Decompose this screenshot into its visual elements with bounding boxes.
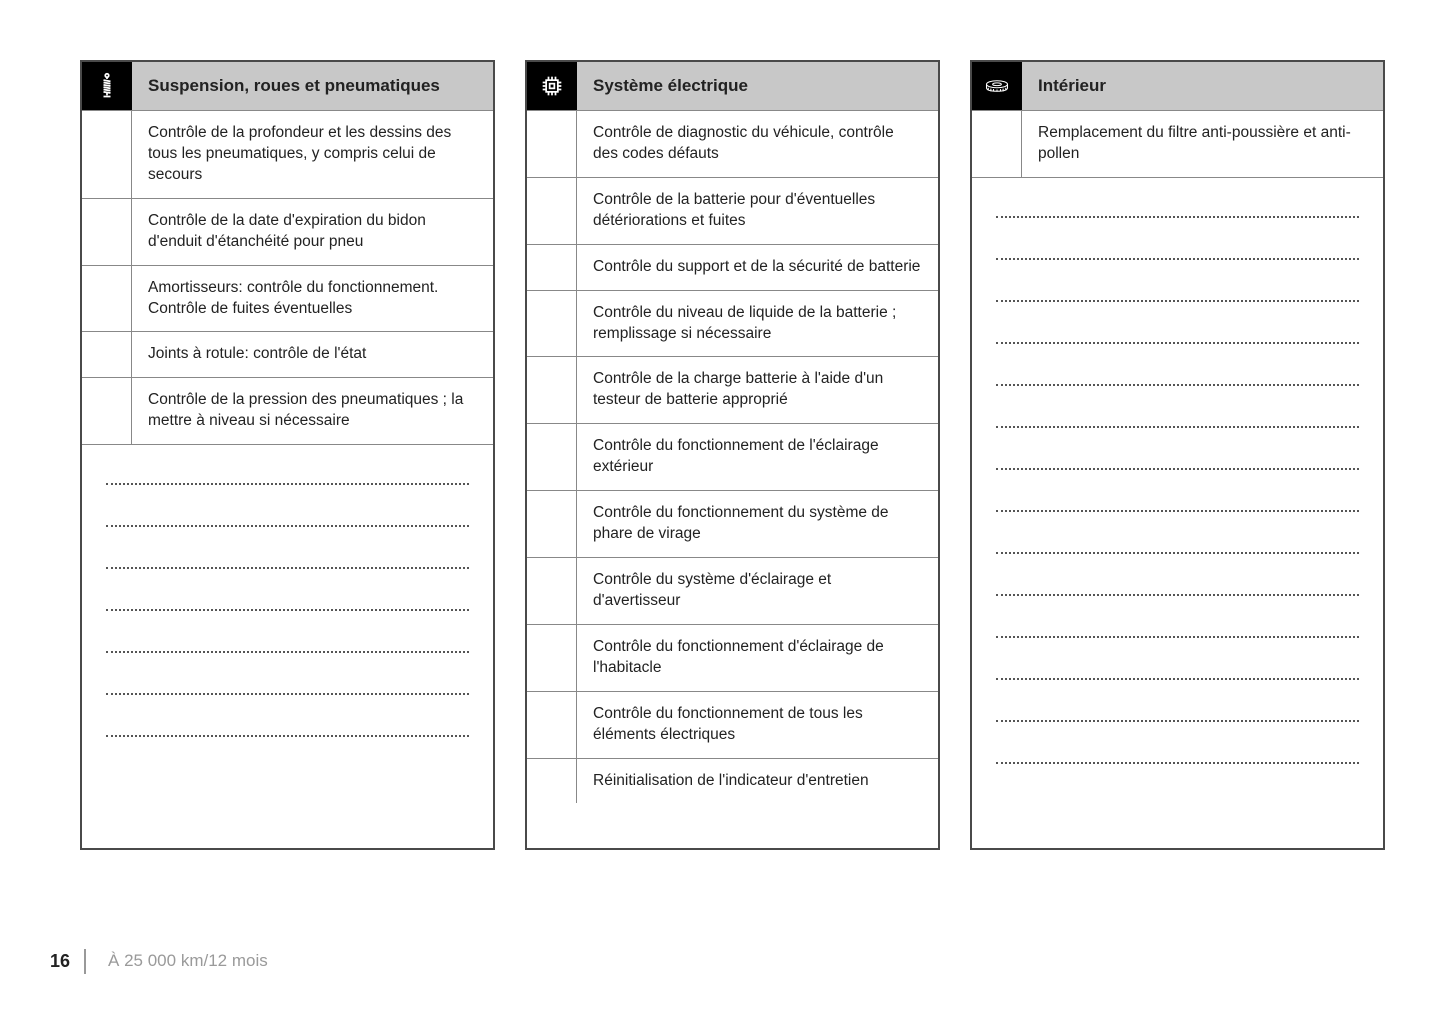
- blank-line: [106, 595, 469, 611]
- notes-area: [82, 445, 493, 848]
- blank-line: [106, 511, 469, 527]
- column-title: Intérieur: [1022, 62, 1383, 110]
- item-text: Réinitialisation de l'indicateur d'entre…: [577, 759, 938, 804]
- blank-line: [106, 469, 469, 485]
- checklist-item: Contrôle du fonctionnement de l'éclairag…: [527, 424, 938, 491]
- filter-disc-icon: [972, 62, 1022, 110]
- blank-line: [996, 370, 1359, 386]
- checklist-item: Contrôle du fonctionnement d'éclairage d…: [527, 625, 938, 692]
- blank-line: [106, 679, 469, 695]
- blank-line: [996, 328, 1359, 344]
- checklist-item: Amortisseurs: contrôle du fonctionnement…: [82, 266, 493, 333]
- item-text: Contrôle du fonctionnement du système de…: [577, 491, 938, 557]
- blank-line: [996, 748, 1359, 764]
- item-text: Contrôle du système d'éclairage et d'ave…: [577, 558, 938, 624]
- checklist-item: Contrôle du système d'éclairage et d'ave…: [527, 558, 938, 625]
- item-text: Contrôle du support et de la sécurité de…: [577, 245, 938, 290]
- page-number: 16: [0, 949, 86, 974]
- page-footer: 16 À 25 000 km/12 mois: [0, 949, 268, 974]
- blank-line: [996, 538, 1359, 554]
- blank-line: [996, 664, 1359, 680]
- checklist-item: Joints à rotule: contrôle de l'état: [82, 332, 493, 378]
- item-text: Contrôle de la date d'expiration du bido…: [132, 199, 493, 265]
- blank-line: [996, 202, 1359, 218]
- column-header: Système électrique: [527, 62, 938, 111]
- item-text: Contrôle de diagnostic du véhicule, cont…: [577, 111, 938, 177]
- item-text: Contrôle de la batterie pour d'éventuell…: [577, 178, 938, 244]
- checklist-item: Contrôle de la date d'expiration du bido…: [82, 199, 493, 266]
- checklist-item: Remplacement du filtre anti-poussière et…: [972, 111, 1383, 178]
- blank-line: [106, 721, 469, 737]
- column-header: Intérieur: [972, 62, 1383, 111]
- blank-line: [996, 622, 1359, 638]
- blank-line: [996, 244, 1359, 260]
- footer-text: À 25 000 km/12 mois: [108, 951, 268, 971]
- item-text: Remplacement du filtre anti-poussière et…: [1022, 111, 1383, 177]
- item-text: Contrôle de la charge batterie à l'aide …: [577, 357, 938, 423]
- chip-icon: [527, 62, 577, 110]
- item-text: Contrôle du fonctionnement de l'éclairag…: [577, 424, 938, 490]
- suspension-spring-icon: [82, 62, 132, 110]
- checklist-item: Contrôle de la charge batterie à l'aide …: [527, 357, 938, 424]
- blank-line: [996, 412, 1359, 428]
- blank-line: [996, 706, 1359, 722]
- column-interior: Intérieur Remplacement du filtre anti-po…: [970, 60, 1385, 850]
- blank-line: [996, 580, 1359, 596]
- checklist-item: Contrôle de la pression des pneumatiques…: [82, 378, 493, 445]
- blank-line: [996, 496, 1359, 512]
- item-text: Amortisseurs: contrôle du fonctionnement…: [132, 266, 493, 332]
- column-suspension: Suspension, roues et pneumatiques Contrô…: [80, 60, 495, 850]
- item-text: Joints à rotule: contrôle de l'état: [132, 332, 493, 377]
- checklist-item: Contrôle de diagnostic du véhicule, cont…: [527, 111, 938, 178]
- column-title: Système électrique: [577, 62, 938, 110]
- checklist-item: Contrôle de la batterie pour d'éventuell…: [527, 178, 938, 245]
- item-text: Contrôle du fonctionnement d'éclairage d…: [577, 625, 938, 691]
- checklist-item: Contrôle de la profondeur et les dessins…: [82, 111, 493, 199]
- item-text: Contrôle du fonctionnement de tous les é…: [577, 692, 938, 758]
- item-text: Contrôle de la profondeur et les dessins…: [132, 111, 493, 198]
- checklist-item: Contrôle du fonctionnement du système de…: [527, 491, 938, 558]
- column-electrical: Système électrique Contrôle de diagnosti…: [525, 60, 940, 850]
- checklist-item: Contrôle du niveau de liquide de la batt…: [527, 291, 938, 358]
- column-header: Suspension, roues et pneumatiques: [82, 62, 493, 111]
- blank-line: [996, 286, 1359, 302]
- blank-line: [106, 553, 469, 569]
- checklist-item: Réinitialisation de l'indicateur d'entre…: [527, 759, 938, 804]
- notes-area: [972, 178, 1383, 848]
- column-title: Suspension, roues et pneumatiques: [132, 62, 493, 110]
- blank-line: [106, 637, 469, 653]
- checklist-item: Contrôle du support et de la sécurité de…: [527, 245, 938, 291]
- page-content: Suspension, roues et pneumatiques Contrô…: [0, 0, 1445, 850]
- item-text: Contrôle du niveau de liquide de la batt…: [577, 291, 938, 357]
- checklist-item: Contrôle du fonctionnement de tous les é…: [527, 692, 938, 759]
- blank-line: [996, 454, 1359, 470]
- item-text: Contrôle de la pression des pneumatiques…: [132, 378, 493, 444]
